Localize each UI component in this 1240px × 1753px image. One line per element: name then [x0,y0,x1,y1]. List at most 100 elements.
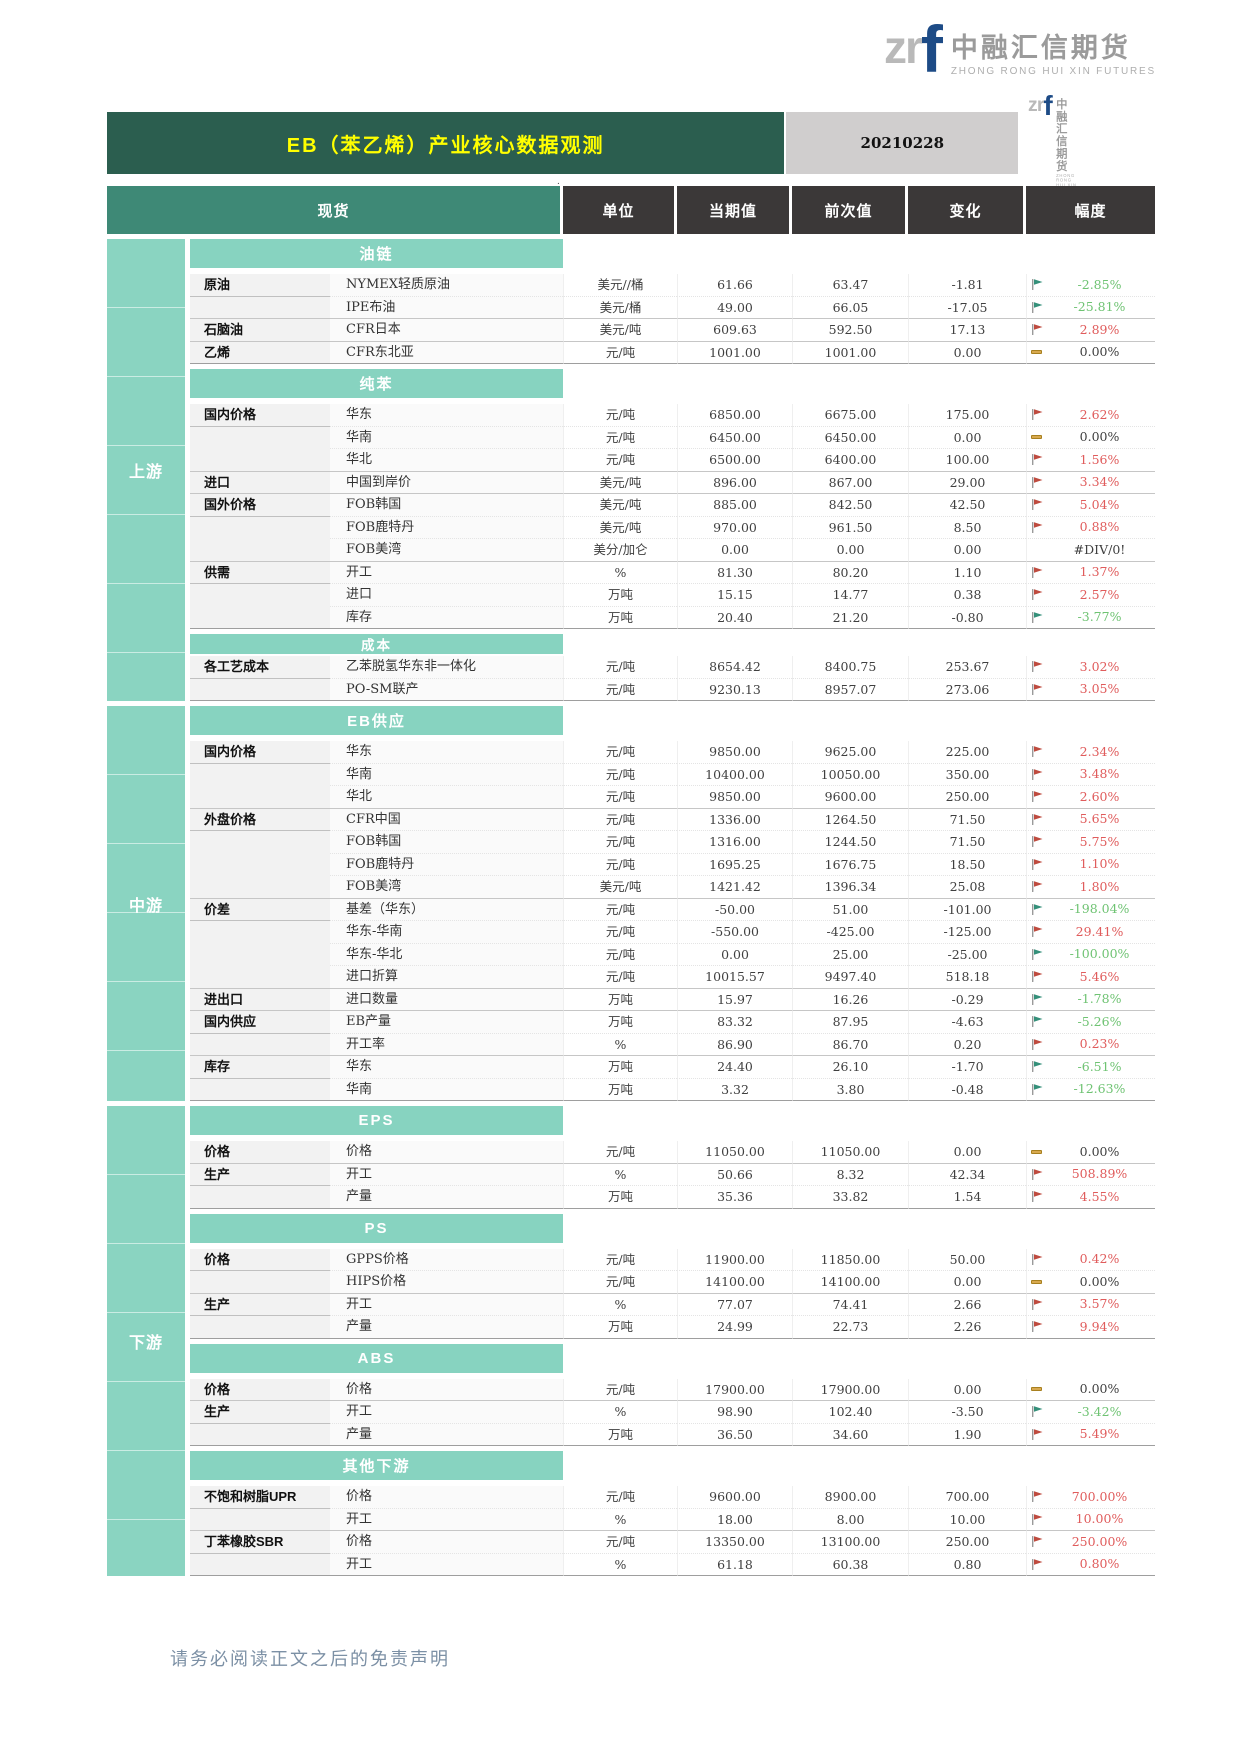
cell-previous: -425.00 [792,921,908,944]
flag-down-icon [1031,948,1048,961]
cell-change: -0.29 [908,988,1026,1011]
flag-up-icon [1031,1513,1048,1526]
cell-change: 0.00 [908,1141,1026,1164]
flag-up-icon [1031,1490,1048,1503]
cell-current: 13350.00 [677,1531,792,1554]
table-section: 纯苯 国内价格 华东 元/吨 6850.00 6675.00 175.00 2.62% 华南 元/… [190,369,1155,629]
cell-magnitude: 508.89% [1026,1163,1155,1186]
row-item: 开工率 [330,1033,563,1056]
no-flag [1031,543,1048,556]
cell-previous: 11850.00 [792,1248,908,1271]
cell-magnitude: 0.23% [1026,1033,1155,1056]
table-row: 华南 万吨 3.32 3.80 -0.48 -12.63% [190,1078,1155,1101]
row-item: 开工 [330,1401,563,1424]
cell-previous: 10050.00 [792,763,908,786]
magnitude-value: 9.94% [1079,1318,1120,1334]
flat-dash-icon [1031,1145,1048,1158]
cell-unit: 元/吨 [563,426,677,449]
flag-up-icon [1031,858,1048,871]
cell-unit: 元/吨 [563,966,677,989]
row-item: PO-SM联产 [330,678,563,701]
flag-up-icon [1031,476,1048,489]
magnitude-value: 0.00% [1079,1273,1120,1289]
flag-up-icon [1031,970,1048,983]
cell-current: 1001.00 [677,341,792,364]
cell-change: 25.08 [908,876,1026,899]
section-rows: 不饱和树脂UPR 价格 元/吨 9600.00 8900.00 700.00 700.00%… [190,1486,1155,1576]
magnitude-value: 2.57% [1079,586,1120,602]
flag-up-icon [1031,745,1048,758]
row-category: 国内价格 [190,404,330,427]
section-rows: 国内价格 华东 元/吨 9850.00 9625.00 225.00 2.34% 华南 元/吨 1… [190,741,1155,1101]
cell-change: 1.54 [908,1186,1026,1209]
cell-previous: 1396.34 [792,876,908,899]
flag-down-icon [1031,278,1048,291]
cell-current: 3.32 [677,1078,792,1101]
magnitude-value: 2.34% [1079,743,1120,759]
magnitude-value: 0.88% [1079,519,1120,534]
flag-down-icon [1031,1015,1048,1028]
table-row: 原油 NYMEX轻质原油 美元//桶 61.66 63.47 -1.81 -2.85% [190,274,1155,297]
section-title: 其他下游 [190,1451,563,1480]
magnitude-value: 5.49% [1079,1426,1120,1441]
table-row: 生产 开工% 98.90 102.40 -3.50 -3.42% [190,1401,1155,1424]
cell-previous: 0.00 [792,539,908,562]
row-category: 不饱和树脂UPR [190,1486,330,1509]
table-row: 开工率% 86.90 86.70 0.20 0.23% [190,1033,1155,1056]
table-row: 国内价格 华东 元/吨 6850.00 6675.00 175.00 2.62% [190,404,1155,427]
magnitude-value: 250.00% [1071,1533,1128,1549]
row-item: 进口数量 [330,988,563,1011]
row-item: FOB韩国 [330,831,563,854]
cell-change: 1.10 [908,561,1026,584]
cell-current: 20.40 [677,606,792,629]
table-row: 开工% 18.00 8.00 10.00 10.00% [190,1508,1155,1531]
cell-magnitude: -25.81% [1026,296,1155,319]
report-header: EB（苯乙烯）产业核心数据观测 20210228 zr f 中融汇信期货 ZHON… [107,91,1155,192]
table-section: 其他下游不饱和树脂UPR 价格 元/吨 9600.00 8900.00 700.00 700… [190,1451,1155,1576]
row-category [190,966,330,989]
cell-magnitude: -2.85% [1026,274,1155,297]
row-item: 价格 [330,1141,563,1164]
cell-unit: 万吨 [563,1423,677,1446]
magnitude-value: 1.37% [1079,564,1120,579]
cell-magnitude: -5.26% [1026,1011,1155,1034]
row-category [190,1423,330,1446]
magnitude-value: -12.63% [1073,1081,1126,1096]
row-item: 基差（华东） [330,898,563,921]
cell-previous: 22.73 [792,1316,908,1339]
magnitude-value: 0.00% [1079,1381,1120,1396]
cell-magnitude: 1.80% [1026,876,1155,899]
group-strip: 下游 [107,1106,185,1576]
cell-magnitude: 0.00% [1026,1271,1155,1294]
table-row: HIPS价格 元/吨 14100.00 14100.00 0.00 0.00% [190,1271,1155,1294]
cell-change: 250.00 [908,786,1026,809]
cell-magnitude: 3.48% [1026,763,1155,786]
row-item: IPE布油 [330,296,563,319]
magnitude-value: -198.04% [1069,901,1130,916]
table-row: 外盘价格 CFR中国 元/吨 1336.00 1264.50 71.50 5.65% [190,808,1155,831]
cell-unit: 元/吨 [563,1248,677,1271]
flag-up-icon [1031,1535,1048,1548]
table-body: 上游 油链 原油 NYMEX轻质原油 美元//桶 61.66 63.47 -1.81 -2.85… [107,234,1155,1581]
cell-magnitude: 2.62% [1026,404,1155,427]
cell-current: 1316.00 [677,831,792,854]
cell-previous: 17900.00 [792,1378,908,1401]
cell-current: 35.36 [677,1186,792,1209]
row-category: 供需 [190,561,330,584]
cell-magnitude: -3.77% [1026,606,1155,629]
cell-current: -50.00 [677,898,792,921]
table-row: 供需 开工% 81.30 80.20 1.10 1.37% [190,561,1155,584]
row-category [190,1033,330,1056]
flag-up-icon [1031,660,1048,673]
row-item: FOB韩国 [330,494,563,517]
cell-current: 1421.42 [677,876,792,899]
cell-change: 225.00 [908,741,1026,764]
row-item: 开工 [330,1553,563,1576]
table-section: ABS 价格 价格 元/吨 17900.00 17900.00 0.00 0.00% 生产 开工%… [190,1343,1155,1446]
flag-up-icon [1031,925,1048,938]
table-header: 现货 单位 当期值 前次值 变化 幅度 [107,186,1155,234]
report-title: EB（苯乙烯）产业核心数据观测 [107,112,785,174]
cell-change: 0.20 [908,1033,1026,1056]
cell-previous: 3.80 [792,1078,908,1101]
company-logo: zr f 中融汇信期货 ZHONG RONG HUI XIN FUTURES [884,16,1156,82]
